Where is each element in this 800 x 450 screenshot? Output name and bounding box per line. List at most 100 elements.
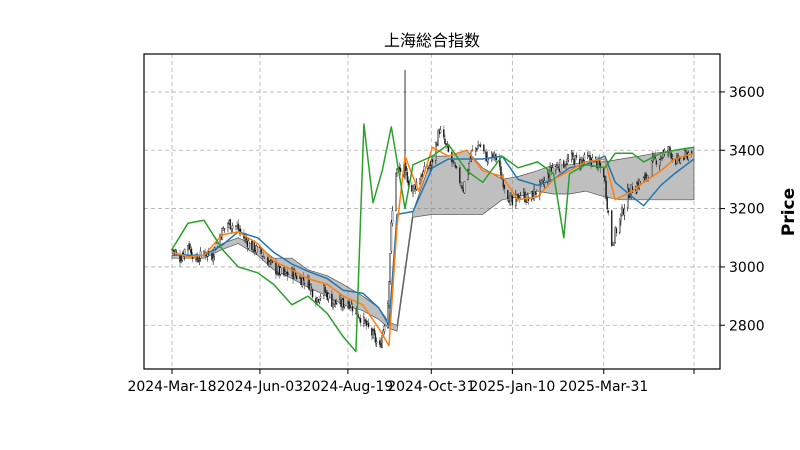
- candle-body: [535, 193, 538, 195]
- candle-body: [276, 273, 278, 275]
- candle-body: [383, 325, 386, 332]
- candle-body: [327, 293, 330, 300]
- candle-body: [557, 166, 559, 169]
- candle-body: [405, 165, 407, 171]
- candle-body: [431, 159, 434, 163]
- candle-body: [227, 223, 229, 228]
- candle-body: [247, 240, 250, 249]
- candle-body: [367, 322, 370, 328]
- candle-body: [540, 180, 542, 183]
- candle-body: [213, 247, 216, 257]
- candle-body: [230, 227, 233, 231]
- candle-body: [647, 177, 650, 179]
- candle-body: [586, 155, 589, 158]
- candle-body: [629, 196, 631, 198]
- candle-body: [682, 158, 685, 160]
- series-line-1: [171, 155, 695, 327]
- candle-body: [279, 267, 282, 275]
- candle-body: [443, 129, 445, 138]
- candle-body: [639, 181, 642, 183]
- candle-body: [483, 144, 485, 152]
- candle-body: [172, 249, 174, 252]
- candle-body: [359, 318, 362, 324]
- candle-body: [295, 275, 298, 280]
- y-tick-label: 3200: [729, 202, 765, 218]
- candle-body: [559, 159, 562, 173]
- candle-body: [583, 154, 586, 161]
- candle-body: [389, 253, 391, 282]
- candle-body: [212, 257, 214, 262]
- candle-body: [262, 256, 265, 258]
- x-axis: 2024-Mar-18 2024-Jun-03 2024-Aug-192024-Oc…: [127, 369, 695, 395]
- candle-body: [198, 259, 201, 261]
- candle-body: [463, 181, 466, 194]
- candle-body: [671, 156, 674, 159]
- candle-body: [452, 159, 454, 163]
- chart-title: 上海総合指数: [384, 31, 480, 50]
- candle-body: [275, 261, 277, 275]
- candle-body: [562, 160, 565, 168]
- candle-body: [564, 165, 566, 167]
- candle-body: [348, 300, 350, 310]
- candle-body: [459, 167, 461, 184]
- y-tick-label: 3000: [729, 260, 765, 276]
- candle-body: [500, 166, 502, 178]
- candle-body: [445, 143, 447, 146]
- candle-body: [646, 175, 648, 180]
- candle-body: [180, 260, 182, 263]
- y-axis: 2800 3000 3200 3400 3600: [720, 85, 765, 334]
- candle-body: [211, 252, 213, 260]
- x-tick-label: 2024-Jun-03: [217, 379, 303, 395]
- candle-body: [479, 144, 482, 147]
- candle-body: [455, 165, 458, 169]
- candle-body: [223, 228, 226, 230]
- candle-body: [183, 249, 186, 257]
- candle-body: [231, 225, 234, 229]
- x-tick-label: 2025-Jan-10: [469, 379, 555, 395]
- candle-body: [444, 138, 446, 144]
- candle-body: [351, 306, 354, 312]
- candle-body: [387, 303, 389, 329]
- candle-body: [549, 166, 551, 180]
- candle-body: [358, 317, 361, 319]
- series-lines: [171, 123, 695, 353]
- candle-body: [391, 210, 394, 224]
- candle-body: [324, 286, 326, 293]
- candle-body: [476, 148, 478, 151]
- candle-body: [538, 181, 541, 196]
- candle-body: [255, 245, 258, 253]
- candle-body: [283, 267, 285, 276]
- candle-body: [655, 160, 658, 165]
- candle-body: [589, 155, 591, 161]
- y-tick-label: 2800: [729, 318, 765, 334]
- candle-body: [453, 162, 455, 164]
- candle-body: [658, 159, 661, 166]
- candle-body: [620, 213, 622, 222]
- x-tick-label: 2024-Aug-19: [303, 379, 394, 395]
- candle-body: [406, 171, 409, 183]
- x-tick-label: 2024-Oct-31: [387, 379, 475, 395]
- candle-body: [677, 155, 679, 157]
- candle-body: [515, 194, 517, 206]
- candle-body: [519, 195, 522, 198]
- candle-body: [613, 242, 615, 246]
- candle-body: [319, 295, 322, 299]
- candle-body: [451, 151, 453, 163]
- candle-body: [581, 159, 583, 162]
- candle-body: [332, 303, 334, 308]
- candle-body: [533, 189, 535, 201]
- candle-body: [582, 160, 585, 163]
- candle-body: [484, 150, 486, 152]
- candle-body: [190, 248, 193, 256]
- candle-body: [439, 129, 442, 134]
- candle-body: [676, 156, 678, 164]
- candle-body: [197, 261, 200, 263]
- candle-body: [399, 167, 402, 173]
- candle-body: [379, 340, 381, 345]
- candle-body: [566, 158, 569, 165]
- candle-body: [572, 152, 574, 158]
- candle-body: [554, 166, 557, 171]
- candle-body: [687, 152, 690, 160]
- candle-body: [375, 341, 378, 344]
